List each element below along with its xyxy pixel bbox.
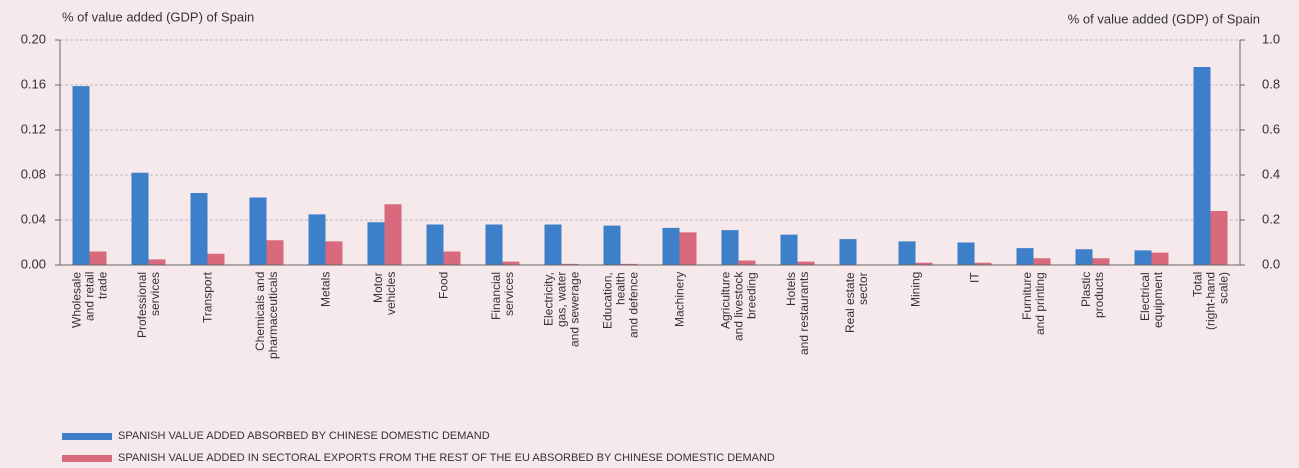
bar (502, 261, 520, 265)
bar (325, 241, 343, 265)
x-tick-label: Chemicals and pharmaceuticals (252, 272, 280, 360)
x-tick-label: Professional services (134, 272, 162, 339)
bar (485, 224, 503, 265)
y2-tick-label: 0.8 (1262, 76, 1280, 91)
y-tick-label: 0.12 (21, 121, 46, 136)
bar (72, 86, 90, 265)
y2-tick-label: 0.2 (1262, 211, 1280, 226)
y-axis-label: % of value added (GDP) of Spain (62, 9, 254, 24)
bar (721, 230, 739, 265)
x-tick-label: Food (436, 272, 450, 300)
bar (148, 259, 166, 265)
bar (839, 239, 857, 265)
bar (266, 240, 284, 265)
x-tick-label: Hotels and restaurants (783, 272, 811, 356)
x-tick-label: Agriculture and livestock breeding (718, 272, 758, 342)
y-tick-label: 0.20 (21, 31, 46, 46)
legend-swatch (62, 432, 112, 440)
bar (738, 260, 756, 265)
bar (207, 253, 225, 265)
bar (1075, 249, 1093, 265)
y2-tick-label: 0.0 (1262, 256, 1280, 271)
y2-tick-label: 0.6 (1262, 121, 1280, 136)
bar (1193, 67, 1211, 265)
x-tick-label: Wholesale and retail trade (69, 272, 109, 329)
y-tick-label: 0.00 (21, 256, 46, 271)
x-tick-label: IT (967, 272, 981, 283)
x-tick-label: Metals (318, 272, 332, 308)
y-tick-label: 0.16 (21, 76, 46, 91)
bar (426, 224, 444, 265)
x-tick-label: Furniture and printing (1019, 272, 1047, 335)
bar (367, 222, 385, 265)
bar (603, 225, 621, 265)
legend-label: SPANISH VALUE ADDED IN SECTORAL EXPORTS … (118, 452, 775, 464)
x-tick-label: Total (right-hand scale) (1190, 272, 1230, 331)
x-tick-label: Electrical equipment (1137, 272, 1165, 329)
x-tick-label: Electricity, gas, water and sewerage (541, 272, 581, 348)
bar (679, 232, 697, 265)
y-tick-label: 0.04 (21, 211, 46, 226)
bar (131, 172, 149, 265)
bar (797, 261, 815, 265)
bar (89, 251, 107, 265)
bar (249, 197, 267, 265)
bar (561, 263, 579, 265)
bar (898, 241, 916, 265)
y2-axis-label: % of value added (GDP) of Spain (1068, 11, 1260, 26)
x-tick-label: Machinery (672, 272, 686, 328)
bar (443, 251, 461, 265)
x-tick-label: Mining (908, 272, 922, 308)
x-tick-label: Financial services (488, 272, 516, 321)
bar (957, 242, 975, 265)
bar (620, 263, 638, 265)
x-tick-label: Education, health and defence (600, 272, 640, 339)
bar (190, 193, 208, 265)
bar (1210, 211, 1228, 265)
x-tick-label: Real estate sector (842, 272, 870, 333)
bar (1092, 258, 1110, 265)
bar (1134, 250, 1152, 265)
y-tick-label: 0.08 (21, 166, 46, 181)
bar (1016, 248, 1034, 265)
x-tick-label: Transport (200, 272, 214, 323)
bar (974, 262, 992, 265)
bar (1033, 258, 1051, 265)
y2-tick-label: 0.4 (1262, 166, 1280, 181)
y2-tick-label: 1.0 (1262, 31, 1280, 46)
legend-entry: SPANISH VALUE ADDED ABSORBED BY CHINESE … (62, 430, 490, 442)
bar (308, 214, 326, 265)
x-tick-label: Motor vehicles (370, 272, 398, 316)
legend-swatch (62, 454, 112, 462)
bar (780, 234, 798, 265)
bar (662, 227, 680, 265)
x-tick-label: Plastic products (1078, 272, 1106, 319)
bar (915, 262, 933, 265)
bar (384, 204, 402, 265)
bar (544, 224, 562, 265)
legend-entry: SPANISH VALUE ADDED IN SECTORAL EXPORTS … (62, 452, 775, 464)
legend-label: SPANISH VALUE ADDED ABSORBED BY CHINESE … (118, 430, 490, 442)
bar (1151, 252, 1169, 265)
